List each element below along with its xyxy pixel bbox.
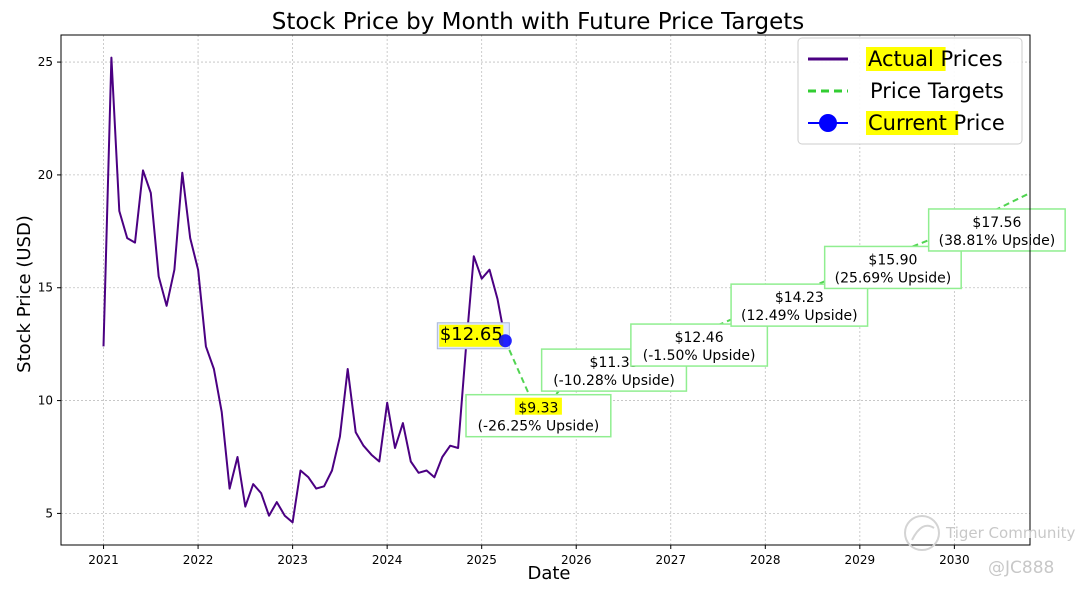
x-tick-label: 2030 — [939, 553, 970, 567]
legend-label: Current Price — [868, 111, 1005, 135]
annotation-box — [927, 208, 1066, 252]
annotation-price: $15.90 — [868, 252, 917, 268]
annotation-upside: (-10.28% Upside) — [553, 373, 675, 389]
legend-label-rest: Prices — [934, 47, 1003, 71]
y-tick-label: 10 — [38, 394, 53, 408]
x-tick-label: 2028 — [750, 553, 781, 567]
watermark-brand: Tiger Community — [945, 524, 1075, 542]
annotation-highlight — [514, 397, 562, 415]
legend-highlight — [866, 111, 959, 135]
price-target-annotations: $9.33 (-26.25% Upside) $11.35 (-10.28% Upsi… — [465, 208, 1066, 438]
y-tick-label: 15 — [38, 281, 53, 295]
annotation-price: $9.33 — [518, 401, 558, 417]
target-annotation: $17.56 (38.81% Upside) — [927, 208, 1066, 252]
annotation-upside: (38.81% Upside) — [939, 233, 1056, 249]
annotation-box — [540, 348, 688, 392]
legend-marker-swatch — [819, 114, 837, 132]
x-tick-label: 2027 — [655, 553, 686, 567]
annotation-price: $11.35 — [590, 355, 639, 371]
y-tick-label: 25 — [38, 55, 53, 69]
annotation-price: $17.56 — [972, 215, 1021, 231]
annotation-upside: (12.49% Upside) — [741, 308, 858, 324]
legend-label-highlight: Current — [868, 111, 947, 135]
axes — [60, 34, 1031, 546]
annotation-upside: (-26.25% Upside) — [478, 419, 600, 435]
chart-title: Stock Price by Month with Future Price T… — [272, 9, 805, 35]
annotation-upside: (-1.50% Upside) — [643, 348, 756, 364]
target-annotation: $15.90 (25.69% Upside) — [823, 245, 962, 290]
legend-label: Price Targets — [870, 79, 1004, 103]
watermark: Tiger Community @JC888 — [904, 515, 1075, 578]
target-annotation: $14.23 (12.49% Upside) — [730, 283, 869, 327]
legend-entry: Actual Prices — [808, 47, 1003, 71]
x-tick-label: 2025 — [466, 553, 497, 567]
current-price-marker — [498, 334, 512, 348]
tick-labels: 2021 2022 2023 2024 2025 2026 2027 2028 2029 2030… — [38, 55, 970, 567]
annotation-box — [730, 283, 869, 327]
annotation-price: $14.23 — [775, 290, 824, 306]
x-tick-label: 2022 — [183, 553, 214, 567]
legend-label: Actual Prices — [868, 47, 1003, 71]
x-tick-label: 2029 — [845, 553, 876, 567]
x-tick-label: 2023 — [277, 553, 308, 567]
watermark-handle: @JC888 — [988, 558, 1054, 578]
current-price-group: $12.65 — [436, 322, 512, 350]
legend: Actual Prices Price Targets Current Price — [797, 37, 1023, 145]
legend-label-rest: Price — [947, 111, 1005, 135]
y-axis-label: Stock Price (USD) — [14, 215, 35, 373]
target-annotation: $12.46 (-1.50% Upside) — [630, 323, 769, 367]
target-annotation: $11.35 (-10.28% Upside) — [540, 348, 688, 392]
legend-label-highlight: Actual — [868, 47, 934, 71]
plot-frame — [60, 34, 1031, 546]
tiger-community-logo-icon — [904, 515, 940, 551]
x-tick-label: 2024 — [372, 553, 403, 567]
legend-entry: Current Price — [808, 111, 1005, 135]
legend-box — [797, 37, 1023, 145]
x-tick-label: 2021 — [88, 553, 119, 567]
legend-highlight — [866, 47, 946, 71]
legend-entry: Price Targets — [808, 79, 1004, 103]
annotation-price: $12.46 — [675, 330, 724, 346]
y-tick-label: 5 — [45, 506, 53, 520]
y-tick-label: 20 — [38, 168, 53, 182]
annotation-upside: (25.69% Upside) — [835, 270, 952, 286]
annotation-box — [823, 245, 962, 290]
annotation-box — [630, 323, 769, 367]
x-axis-label: Date — [527, 563, 570, 584]
target-annotation: $9.33 (-26.25% Upside) — [465, 393, 612, 438]
actual-prices-series — [102, 56, 507, 524]
current-price-label: $12.65 — [440, 324, 503, 345]
current-price-highlight — [439, 324, 504, 347]
legend-label-rest: Price Targets — [870, 79, 1004, 103]
x-tick-label: 2026 — [561, 553, 592, 567]
actual-prices-line — [102, 56, 507, 524]
